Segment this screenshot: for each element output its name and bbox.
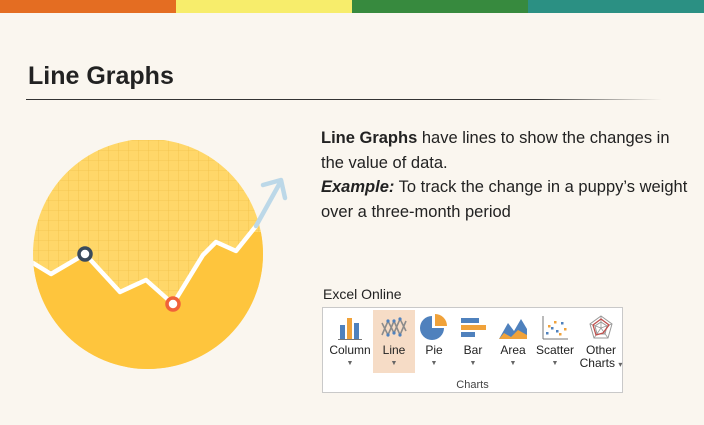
column-chart-label: Column	[329, 343, 371, 357]
other-charts-button[interactable]: Other Charts ▾	[577, 310, 625, 373]
trend-arrow-head	[260, 177, 288, 201]
line-chart-label: Line	[382, 343, 406, 357]
data-point-marker-orange	[165, 296, 181, 312]
graph-line	[33, 223, 259, 307]
chevron-down-icon: ▼	[390, 360, 398, 367]
area-chart-label: Area	[500, 343, 526, 357]
color-strip-orange	[0, 0, 176, 13]
column-chart-button[interactable]: Column ▼	[327, 310, 373, 373]
charts-ribbon: Column ▼ Line ▼ Pie ▼	[322, 307, 623, 393]
title-divider	[26, 99, 662, 100]
scatter-chart-icon	[541, 312, 569, 344]
line-chart-icon	[380, 312, 408, 344]
scatter-chart-label: Scatter	[535, 343, 574, 357]
chevron-down-icon: ▼	[346, 360, 354, 367]
trend-arrow-shaft	[253, 178, 284, 229]
excel-online-label: Excel Online	[323, 286, 402, 302]
data-point-marker-navy	[77, 246, 93, 262]
bar-chart-label: Bar	[463, 343, 483, 357]
other-charts-label: Other Charts ▾	[579, 343, 623, 370]
pie-chart-button[interactable]: Pie ▼	[415, 310, 453, 373]
example-label: Example:	[321, 178, 395, 196]
description-lead: Line Graphs	[321, 129, 418, 147]
description-text-1: have lines to show the changes in the va…	[321, 129, 670, 172]
radar-chart-icon	[587, 312, 615, 344]
description-text-2: To track the change in a puppy’s weight …	[321, 178, 688, 221]
chevron-down-icon: ▼	[551, 360, 559, 367]
chevron-down-icon: ▼	[469, 360, 477, 367]
scatter-chart-button[interactable]: Scatter ▼	[533, 310, 577, 373]
color-strip-green	[352, 0, 528, 13]
chevron-down-icon: ▼	[509, 360, 517, 367]
area-chart-button[interactable]: Area ▼	[493, 310, 533, 373]
line-graph-illustration	[33, 140, 288, 369]
chevron-down-icon: ▾	[618, 360, 623, 369]
description: Line Graphs have lines to show the chang…	[321, 126, 691, 224]
charts-group-label: Charts	[456, 379, 489, 391]
page-title: Line Graphs	[28, 62, 174, 90]
color-strip-yellow	[176, 0, 352, 13]
line-chart-button[interactable]: Line ▼	[373, 310, 415, 373]
area-chart-icon	[498, 312, 528, 344]
chevron-down-icon: ▼	[430, 360, 438, 367]
color-strip-teal	[528, 0, 704, 13]
color-strip	[0, 0, 704, 13]
column-chart-icon	[337, 312, 363, 344]
bar-chart-button[interactable]: Bar ▼	[453, 310, 493, 373]
pie-chart-icon	[420, 312, 448, 344]
pie-chart-label: Pie	[425, 343, 443, 357]
bar-chart-icon	[459, 312, 487, 344]
